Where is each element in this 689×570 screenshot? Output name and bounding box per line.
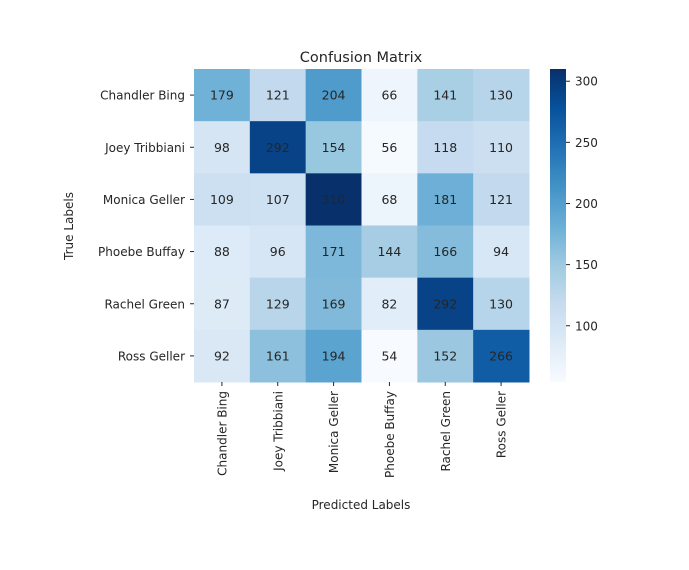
y-axis-label: True Labels (62, 192, 76, 261)
heatmap-cell (194, 121, 251, 174)
heatmap-cell (417, 329, 474, 383)
cell-value-label: 94 (493, 244, 509, 259)
cell-value-label: 87 (214, 296, 230, 311)
cell-value-label: 88 (214, 244, 230, 259)
cell-value-label: 171 (322, 244, 346, 259)
cell-value-label: 92 (214, 348, 230, 363)
y-tick-label: Chandler Bing (100, 89, 185, 103)
heatmap-cell (417, 121, 474, 174)
cell-value-label: 141 (433, 88, 457, 103)
cell-value-label: 98 (214, 140, 230, 155)
cell-value-label: 292 (266, 140, 290, 155)
y-tick-labels: Chandler Bing Joey Tribbiani Monica Geller… (98, 89, 194, 363)
cell-value-label: 109 (210, 192, 234, 207)
cell-value-label: 181 (433, 192, 457, 207)
y-tick-label: Phoebe Buffay (98, 245, 185, 259)
heatmap-cell (473, 277, 530, 331)
x-tick-label: Ross Geller (495, 391, 509, 458)
cell-value-label: 161 (266, 348, 290, 363)
cell-value-label: 194 (322, 348, 346, 363)
heatmap-cell (473, 225, 530, 279)
heatmap-cell (249, 173, 307, 226)
cell-value-label: 130 (489, 88, 513, 103)
cell-value-label: 130 (489, 296, 513, 311)
heatmap-cell (305, 121, 362, 174)
heatmap-cell (417, 277, 474, 331)
heatmap-cell (194, 173, 251, 226)
cell-value-label: 169 (322, 296, 346, 311)
cell-value-label: 144 (377, 244, 401, 259)
cell-value-label: 121 (266, 88, 290, 103)
heatmap-cell (305, 69, 362, 122)
cell-value-label: 266 (489, 348, 513, 363)
heatmap-cell (361, 277, 418, 331)
heatmap-cell (417, 225, 474, 279)
heatmap-cell (361, 69, 418, 122)
cell-value-label: 54 (381, 348, 397, 363)
y-tick-label: Monica Geller (103, 193, 185, 207)
heatmap-cell (361, 329, 418, 383)
x-tick-label: Joey Tribbiani (271, 391, 285, 472)
cell-value-label: 154 (322, 140, 346, 155)
heatmap-cell (194, 69, 251, 122)
heatmap-cell (417, 69, 474, 122)
heatmap-cell (305, 225, 362, 279)
x-tick-label: Chandler Bing (215, 391, 229, 476)
cell-value-label: 66 (381, 88, 397, 103)
cell-value-label: 96 (270, 244, 286, 259)
colorbar: 100 150 200 250 300 (550, 69, 598, 382)
cell-value-label: 152 (433, 348, 457, 363)
cell-value-label: 292 (433, 296, 457, 311)
heatmap-cell (473, 173, 530, 226)
x-tick-label: Monica Geller (327, 391, 341, 473)
cell-value-label: 110 (489, 140, 513, 155)
heatmap-cell (249, 329, 307, 383)
cell-value-label: 56 (381, 140, 397, 155)
heatmap-cell (249, 121, 307, 174)
cell-value-label: 107 (266, 192, 290, 207)
colorbar-tick-label: 250 (575, 136, 598, 150)
cell-value-label: 179 (210, 88, 234, 103)
heatmap-cell (194, 225, 251, 279)
chart-title: Confusion Matrix (300, 50, 423, 66)
cell-value-label: 204 (322, 88, 346, 103)
y-tick-label: Ross Geller (118, 349, 185, 363)
heatmap-cell (194, 277, 251, 331)
heatmap-cell (305, 329, 362, 383)
y-tick-label: Joey Tribbiani (104, 141, 185, 155)
heatmap-cell (473, 329, 530, 383)
heatmap-cell (305, 277, 362, 331)
heatmap-cell (361, 173, 418, 226)
heatmap-cell (194, 329, 251, 383)
cell-value-label: 310 (322, 192, 346, 207)
cell-value-label: 166 (433, 244, 457, 259)
cell-value-label: 68 (381, 192, 397, 207)
heatmap-cell (249, 69, 307, 122)
heatmap-cell (249, 225, 307, 279)
colorbar-tick-label: 200 (575, 197, 598, 211)
cell-value-label: 121 (489, 192, 513, 207)
heatmap-cell (417, 173, 474, 226)
x-axis-label: Predicted Labels (312, 498, 411, 512)
heatmap-cell (361, 121, 418, 174)
colorbar-gradient (550, 69, 566, 382)
x-tick-label: Rachel Green (439, 391, 453, 472)
heatmap-cell (305, 173, 362, 226)
colorbar-tick-label: 100 (575, 319, 598, 333)
colorbar-tick-label: 300 (575, 75, 598, 89)
x-tick-labels: Chandler Bing Joey Tribbiani Monica Geller… (215, 382, 509, 478)
cell-value-label: 118 (433, 140, 457, 155)
heatmap-cells: 179 121 204 66 141 130 98 292 154 56 118 110 109 107 3… (194, 69, 530, 383)
colorbar-tick-label: 150 (575, 258, 598, 272)
heatmap-cell (361, 225, 418, 279)
heatmap-cell (473, 121, 530, 174)
cell-value-label: 129 (266, 296, 290, 311)
y-tick-label: Rachel Green (104, 297, 185, 311)
x-tick-label: Phoebe Buffay (383, 391, 397, 478)
cell-value-label: 82 (381, 296, 397, 311)
heatmap-cell (473, 69, 530, 122)
heatmap-cell (249, 277, 307, 331)
